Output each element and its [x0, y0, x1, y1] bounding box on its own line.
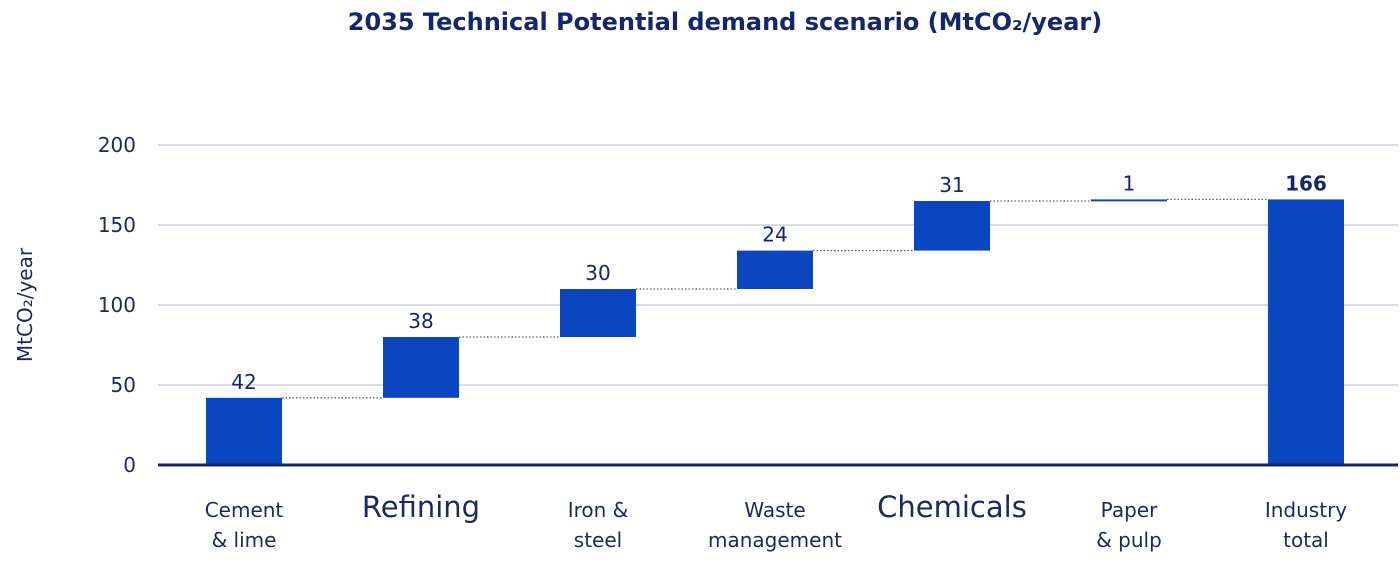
- x-category-label: Iron & steel: [568, 498, 629, 552]
- y-tick-label: 150: [98, 213, 136, 237]
- y-tick-label: 0: [123, 453, 136, 477]
- bar: [383, 337, 459, 398]
- data-label: 1: [1123, 171, 1136, 195]
- bar: [737, 250, 813, 289]
- x-category-label: Refining: [362, 490, 480, 524]
- chart-title: 2035 Technical Potential demand scenario…: [347, 8, 1103, 36]
- data-label: 42: [231, 370, 256, 394]
- bar: [1091, 199, 1167, 202]
- x-category-label-line: Iron &: [568, 498, 629, 522]
- x-category-label-line: total: [1283, 528, 1329, 552]
- x-category-label-line: Waste: [744, 498, 805, 522]
- data-label: 24: [762, 223, 787, 247]
- data-label: 31: [939, 173, 964, 197]
- x-category-label: Chemicals: [877, 490, 1027, 524]
- bar: [206, 397, 282, 465]
- bar: [914, 201, 990, 251]
- x-category-label-line: & lime: [212, 528, 277, 552]
- x-category-label-line: management: [708, 528, 842, 552]
- data-label: 38: [408, 309, 433, 333]
- x-category-label-line: Paper: [1101, 498, 1158, 522]
- x-category-label-line: & pulp: [1096, 528, 1162, 552]
- y-tick-label: 100: [98, 293, 136, 317]
- x-category-label-line: Cement: [205, 498, 284, 522]
- y-axis-label: MtCO₂/year: [13, 247, 37, 362]
- y-tick-label: 50: [111, 373, 136, 397]
- x-category-label: Waste management: [708, 498, 842, 552]
- x-category-label-line: Chemicals: [877, 490, 1027, 524]
- data-label: 30: [585, 261, 610, 285]
- bar: [1268, 199, 1344, 465]
- x-category-label-line: Industry: [1265, 498, 1347, 522]
- x-category-label-line: steel: [574, 528, 622, 552]
- data-label: 166: [1285, 171, 1327, 195]
- bar: [560, 289, 636, 337]
- x-category-label: Industry total: [1265, 498, 1347, 552]
- x-category-label: Paper & pulp: [1096, 498, 1162, 552]
- x-category-label-line: Refining: [362, 490, 480, 524]
- y-tick-label: 200: [98, 133, 136, 157]
- x-category-label: Cement & lime: [205, 498, 284, 552]
